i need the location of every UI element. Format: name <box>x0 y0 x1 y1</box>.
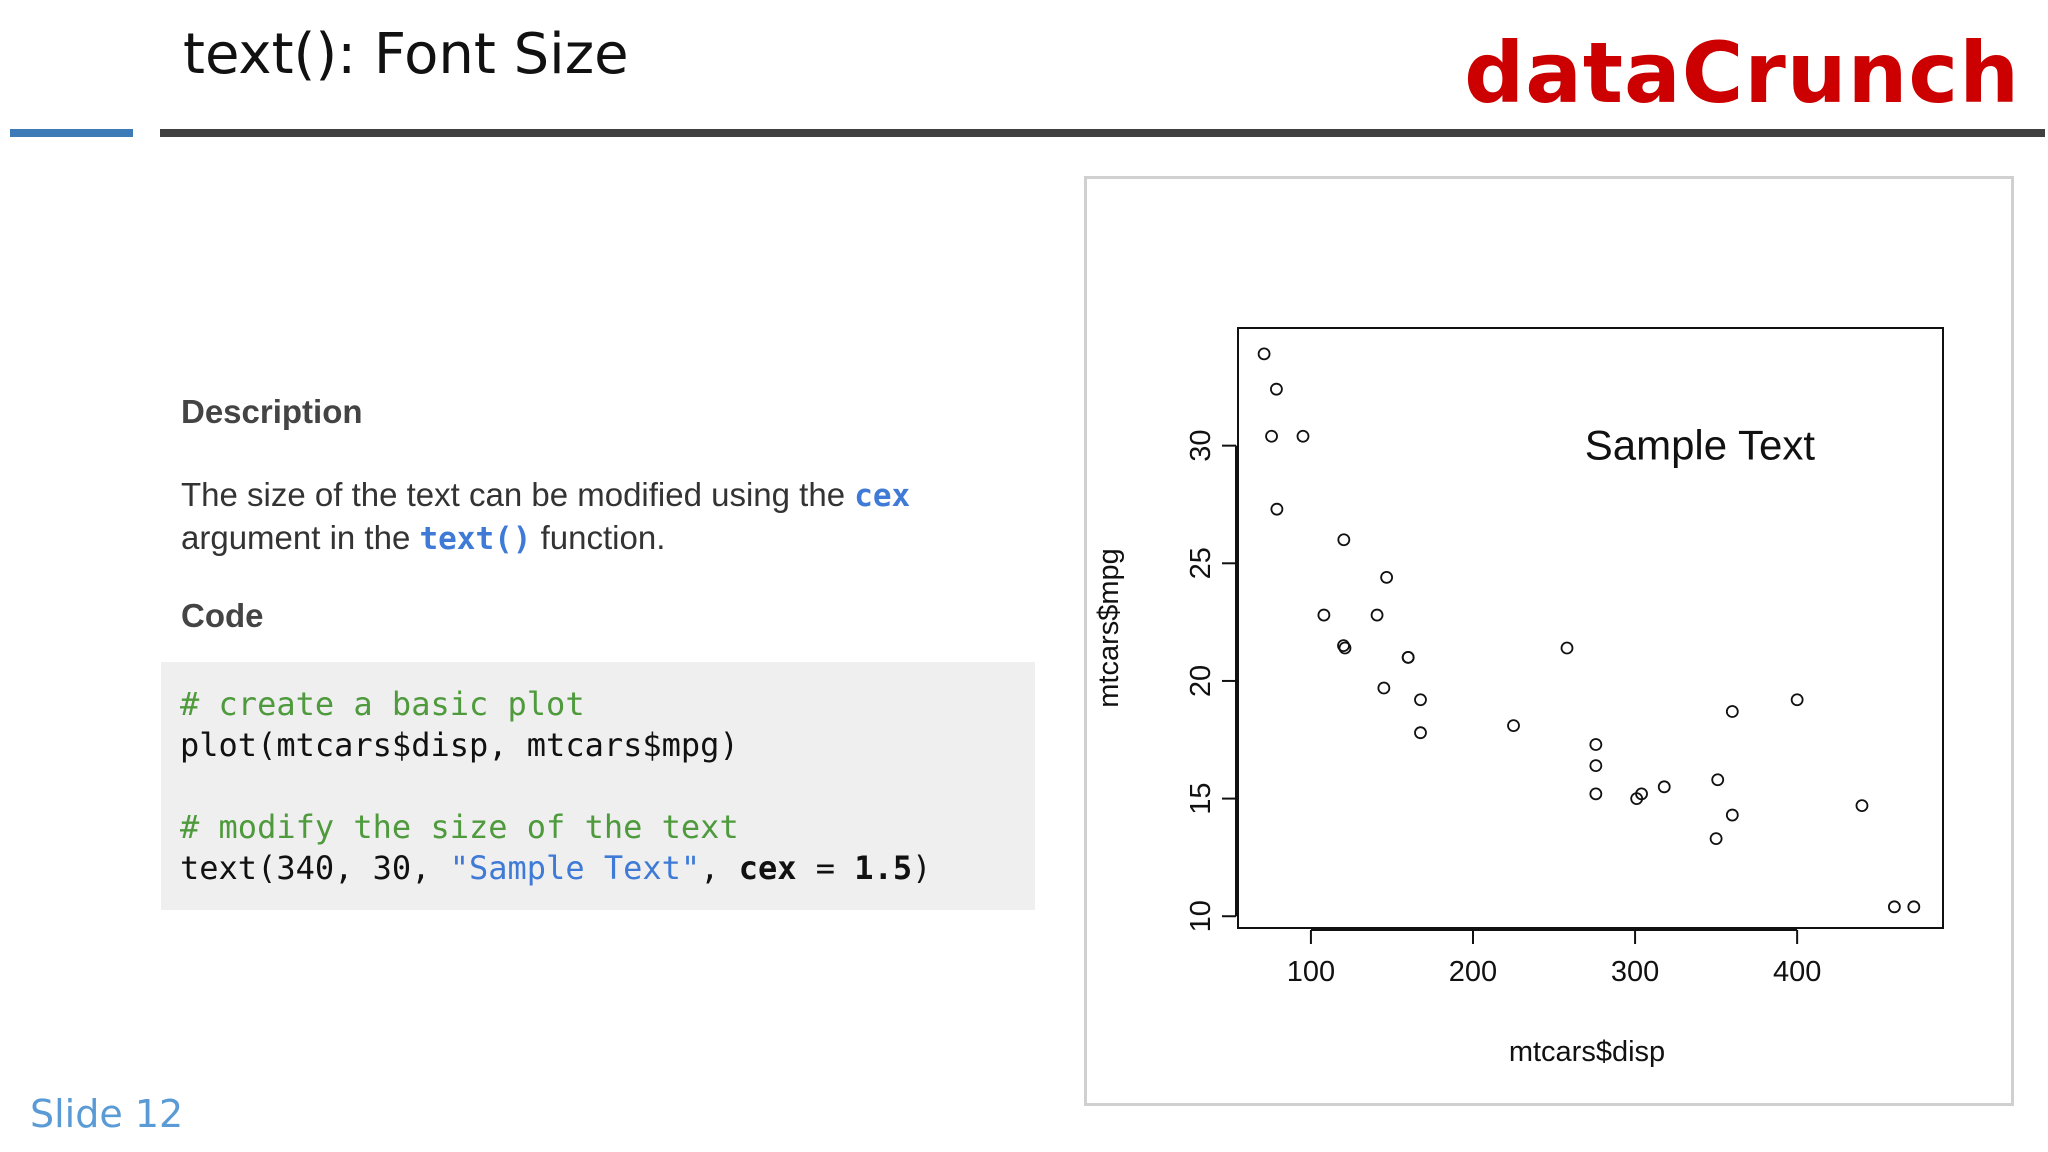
y-tick-label: 30 <box>1185 430 1217 462</box>
plot-axes: 100 200 300 400 10 15 20 25 30 <box>1185 430 1821 988</box>
y-tick-label: 10 <box>1185 900 1217 932</box>
data-point <box>1790 693 1804 707</box>
data-point <box>1725 808 1739 822</box>
data-point <box>1414 693 1427 707</box>
brand-logo-text: dataCrunch <box>1464 24 2020 122</box>
data-point <box>1257 347 1271 361</box>
data-point <box>1377 681 1391 695</box>
y-tick-label: 20 <box>1185 665 1217 697</box>
data-point <box>1711 773 1725 787</box>
y-axis-label: mtcars$mpg <box>1093 548 1125 708</box>
data-point <box>1630 792 1644 805</box>
slide-number: Slide 12 <box>30 1092 184 1136</box>
scatter-plot: 100 200 300 400 10 15 20 25 30 Sample Text mtcar… <box>1093 327 1944 1068</box>
inline-code-cex: cex <box>854 478 911 514</box>
data-point <box>1589 787 1603 801</box>
code-heading: Code <box>181 597 264 634</box>
code-line-2-sep: , <box>700 849 739 887</box>
data-point <box>1337 533 1351 547</box>
data-point <box>1296 429 1310 443</box>
x-tick-label: 400 <box>1773 956 1821 988</box>
data-point <box>1709 832 1723 845</box>
description-text-after: function. <box>531 519 666 556</box>
code-line-2: text(340, 30, "Sample Text", cex = 1.5) <box>180 848 1035 889</box>
data-point <box>1317 608 1331 622</box>
data-point <box>1270 502 1284 516</box>
description-text-middle: argument in the <box>181 519 420 556</box>
code-blank-line <box>180 766 1035 807</box>
data-point <box>1414 726 1427 740</box>
data-point <box>1270 382 1283 396</box>
x-axis-label: mtcars$disp <box>1509 1036 1665 1068</box>
data-point <box>1370 608 1384 622</box>
code-line-1: plot(mtcars$disp, mtcars$mpg) <box>180 726 739 764</box>
data-point <box>1887 900 1901 914</box>
data-point <box>1380 571 1394 584</box>
code-comment-1: # create a basic plot <box>180 685 585 723</box>
plot-points <box>1257 347 1921 914</box>
data-point <box>1560 641 1574 655</box>
code-line-2-prefix: text(340, 30, <box>180 849 450 887</box>
data-point <box>1265 429 1278 443</box>
data-point <box>1725 705 1739 718</box>
data-point <box>1657 780 1671 794</box>
code-line-2-value: 1.5 <box>854 849 913 887</box>
code-block: # create a basic plot plot(mtcars$disp, m… <box>161 662 1035 910</box>
data-point <box>1907 900 1921 914</box>
code-line-2-assign: = <box>796 849 855 887</box>
description-text-before: The size of the text can be modified usi… <box>181 476 855 513</box>
plot-area-border <box>1237 327 1944 929</box>
slide-title: text(): Font Size <box>183 22 629 87</box>
data-point <box>1507 719 1520 733</box>
code-comment-2: # modify the size of the text <box>180 808 739 846</box>
x-tick-label: 100 <box>1287 956 1335 988</box>
y-tick-label: 25 <box>1185 547 1217 579</box>
plot-annotation: Sample Text <box>1585 422 1816 469</box>
scatter-plot-frame: 100 200 300 400 10 15 20 25 30 Sample Text mtcar… <box>1084 176 2014 1106</box>
x-tick-label: 300 <box>1611 956 1659 988</box>
code-line-2-arg: cex <box>738 849 797 887</box>
code-line-2-string: "Sample Text" <box>449 849 701 887</box>
data-point <box>1589 738 1603 751</box>
description-heading: Description <box>181 393 363 430</box>
y-tick-label: 15 <box>1185 782 1217 814</box>
inline-code-text-function: text() <box>419 521 532 557</box>
code-line-2-suffix: ) <box>912 849 932 887</box>
data-point <box>1855 799 1869 813</box>
accent-rule <box>10 129 133 137</box>
description-text: The size of the text can be modified usi… <box>181 474 1031 560</box>
data-point <box>1401 651 1415 664</box>
x-tick-label: 200 <box>1449 956 1497 988</box>
data-point <box>1589 759 1603 773</box>
data-point <box>1338 641 1352 655</box>
header-rule <box>160 129 2045 137</box>
